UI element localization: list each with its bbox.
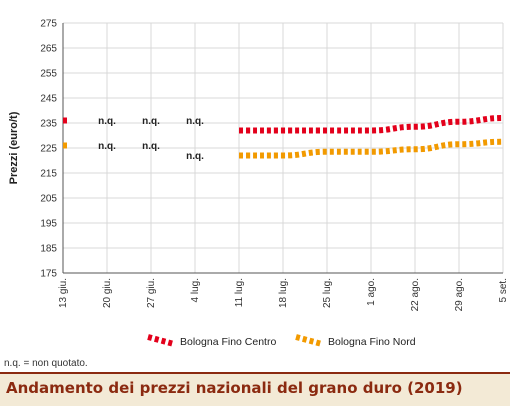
- x-tick-label: 18 lug.: [278, 278, 289, 308]
- legend: Bologna Fino Centro Bologna Fino Nord: [147, 334, 416, 348]
- y-tick-label: 265: [40, 44, 57, 55]
- x-tick-label: 5 set.: [498, 278, 509, 302]
- title-bar: Andamento dei prezzi nazionali del grano…: [0, 372, 510, 406]
- y-tick-label: 205: [40, 194, 57, 205]
- y-tick-label: 245: [40, 94, 57, 105]
- nq-label: n.q.: [186, 151, 204, 162]
- y-axis-label: Prezzi (euro/t): [8, 111, 20, 184]
- nq-label: n.q.: [98, 116, 116, 127]
- nq-annotations: n.q. n.q. n.q. n.q. n.q. n.q.: [98, 116, 204, 162]
- legend-label: Bologna Fino Nord: [328, 336, 416, 348]
- x-tick-label: 25 lug.: [322, 278, 333, 308]
- y-tick-label: 175: [40, 269, 57, 280]
- chart-title: Andamento dei prezzi nazionali del grano…: [6, 379, 463, 397]
- nq-label: n.q.: [142, 141, 160, 152]
- nq-label: n.q.: [98, 141, 116, 152]
- x-tick-label: 1 ago.: [366, 278, 377, 306]
- footnote: n.q. = non quotato.: [4, 358, 88, 369]
- x-tick-label: 11 lug.: [234, 278, 245, 307]
- x-tick-label: 29 ago.: [454, 278, 465, 311]
- legend-swatch: [147, 334, 175, 347]
- y-tick-label: 195: [40, 219, 57, 230]
- y-tick-label: 275: [40, 19, 57, 30]
- legend-swatch: [295, 334, 323, 347]
- x-tick-label: 20 giu.: [102, 278, 113, 308]
- x-tick-label: 22 ago.: [410, 278, 421, 311]
- series-lines: [63, 115, 504, 159]
- y-tick-label: 235: [40, 119, 57, 130]
- x-tick-label: 13 giu.: [58, 278, 69, 308]
- y-tick-label: 215: [40, 169, 57, 180]
- y-tick-label: 255: [40, 69, 57, 80]
- nq-label: n.q.: [142, 116, 160, 127]
- legend-label: Bologna Fino Centro: [180, 336, 276, 348]
- x-tick-labels: 13 giu. 20 giu. 27 giu. 4 lug. 11 lug. 18 lug…: [58, 278, 509, 311]
- y-tick-label: 225: [40, 144, 57, 155]
- series-line: [239, 138, 504, 159]
- x-tick-label: 27 giu.: [146, 278, 157, 308]
- x-tick-label: 4 lug.: [190, 278, 201, 302]
- nq-label: n.q.: [186, 116, 204, 127]
- y-tick-label: 185: [40, 244, 57, 255]
- y-tick-labels: 175 185 195 205 215 225 235 245 255 265 275: [40, 19, 57, 280]
- price-chart: 175 185 195 205 215 225 235 245 255 265 275 13 giu…: [8, 19, 509, 349]
- series-line: [239, 115, 504, 134]
